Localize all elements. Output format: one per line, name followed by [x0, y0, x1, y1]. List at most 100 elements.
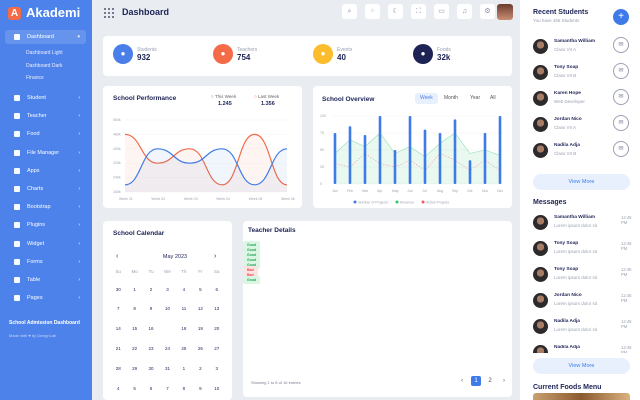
calendar-day[interactable]: 30 [115, 286, 121, 292]
calendar-day[interactable]: 21 [115, 346, 121, 352]
nav-dashboard-light[interactable]: Dashboard Light [26, 50, 63, 56]
nav-widget[interactable]: Widget › [0, 237, 92, 251]
bell-button[interactable]: ♫ [457, 4, 472, 19]
mail-button[interactable]: ✉ [613, 141, 629, 157]
message-item[interactable]: Nadila Adja 12:45 PM [533, 345, 633, 353]
calendar-day[interactable]: 15 [132, 326, 138, 332]
message-item[interactable]: Samantha William Lorem ipsum dolor sit 12:… [533, 215, 633, 235]
calendar-day-today[interactable]: 17 [159, 320, 175, 338]
nav-dashboard[interactable]: Dashboard ▾ [0, 30, 92, 44]
tab-year[interactable]: Year [470, 95, 481, 101]
table-row[interactable]: Good [243, 261, 512, 269]
calendar-day[interactable]: 12 [197, 306, 203, 312]
calendar-day[interactable]: 13 [214, 306, 220, 312]
calendar-day[interactable]: 31 [164, 366, 170, 372]
student-item[interactable]: Samantha William Class VII A ✉ [533, 37, 633, 59]
calendar-day[interactable]: 4 [116, 386, 120, 392]
nav-student[interactable]: Student › [0, 91, 92, 105]
calendar-day[interactable]: 3 [166, 286, 169, 292]
calendar-day[interactable]: 8 [133, 306, 136, 312]
next-page-button[interactable]: › [503, 378, 505, 384]
tab-month[interactable]: Month [444, 95, 458, 101]
calendar-day[interactable]: 10 [214, 386, 220, 392]
calendar-day[interactable]: 10 [164, 306, 170, 312]
tab-week[interactable]: Week [415, 93, 438, 104]
table-row[interactable]: Good [243, 256, 512, 264]
table-row[interactable]: Bad [243, 266, 512, 274]
calendar-day[interactable]: 25 [181, 346, 187, 352]
calendar-day[interactable]: 19 [197, 326, 203, 332]
calendar-day[interactable]: 7 [166, 386, 169, 392]
moon-button[interactable]: ☾ [388, 4, 403, 19]
calendar-day[interactable]: 4 [182, 286, 186, 292]
calendar-day[interactable]: 20 [214, 326, 220, 332]
nav-pages[interactable]: Pages › [0, 291, 92, 305]
nav-bootstrap[interactable]: Bootstrap › [0, 200, 92, 214]
message-item[interactable]: Tony Soap Lorem ipsum dolor sit 12:45 PM [533, 241, 633, 261]
mail-button[interactable]: ✉ [613, 63, 629, 79]
nav-file-manager[interactable]: File Manager › [0, 146, 92, 160]
calendar-day[interactable]: 22 [132, 346, 138, 352]
apps-button[interactable]: ⁘ [365, 4, 380, 19]
calendar-day[interactable]: 6 [149, 386, 153, 392]
messages-view-more-button[interactable]: View More [533, 358, 630, 374]
calendar-day[interactable]: 18 [181, 326, 187, 332]
user-avatar[interactable] [497, 4, 513, 20]
table-row[interactable]: Good [243, 276, 512, 284]
nav-plugins[interactable]: Plugins › [0, 218, 92, 232]
nav-forms[interactable]: Forms › [0, 255, 92, 269]
message-item[interactable]: Nadila Adja Lorem ipsum dolor sit 12:45 PM [533, 319, 633, 339]
student-item[interactable]: Tony Soap Class VII B ✉ [533, 63, 633, 85]
calendar-day[interactable]: 9 [149, 306, 153, 312]
tab-all[interactable]: All [490, 95, 496, 101]
nav-charts[interactable]: Charts › [0, 182, 92, 196]
fullscreen-button[interactable]: ⛶ [411, 4, 426, 19]
mail-button[interactable]: ✉ [613, 37, 629, 53]
nav-table[interactable]: Table › [0, 273, 92, 287]
student-item[interactable]: Karen Hope Web Developer ✉ [533, 89, 633, 111]
page-1-button[interactable]: 1 [471, 376, 481, 386]
table-row[interactable]: Good [243, 246, 512, 254]
nav-apps[interactable]: Apps › [0, 164, 92, 178]
student-item[interactable]: Jordan Nico Class VII A ✉ [533, 115, 633, 137]
nav-finance[interactable]: Finance [26, 75, 44, 81]
prev-page-button[interactable]: ‹ [461, 378, 463, 384]
table-row[interactable]: Bad [243, 271, 512, 279]
table-row[interactable]: Good [243, 241, 512, 249]
calendar-day[interactable]: 28 [115, 366, 121, 372]
calendar-day[interactable]: 30 [148, 366, 154, 372]
calendar-day[interactable]: 2 [199, 366, 202, 372]
page-2-button[interactable]: 2 [488, 378, 492, 384]
calendar-day[interactable]: 14 [115, 326, 121, 332]
calendar-day[interactable]: 9 [199, 386, 202, 392]
calendar-day[interactable]: 1 [133, 286, 136, 292]
calendar-day[interactable]: 1 [182, 366, 186, 372]
calendar-day[interactable]: 29 [132, 366, 138, 372]
prev-month-button[interactable]: ‹ [116, 253, 119, 260]
nav-food[interactable]: Food › [0, 127, 92, 141]
calendar-day[interactable]: 26 [197, 346, 203, 352]
calendar-day[interactable]: 2 [149, 286, 153, 292]
calendar-day[interactable]: 6 [215, 286, 219, 292]
next-month-button[interactable]: › [214, 253, 217, 260]
calendar-day[interactable]: 3 [215, 366, 219, 372]
table-row[interactable]: Good [243, 251, 512, 259]
chat-button[interactable]: ▭ [434, 4, 449, 19]
students-view-more-button[interactable]: View More [533, 174, 630, 190]
mail-button[interactable]: ✉ [613, 115, 629, 131]
menu-grid-icon[interactable] [104, 8, 114, 18]
message-item[interactable]: Jordan Nico Lorem ipsum dolor sit 12:45 PM [533, 293, 633, 313]
student-item[interactable]: Nadila Adja Class VII B ✉ [533, 141, 633, 163]
message-item[interactable]: Tony Soap Lorem ipsum dolor sit 12:45 PM [533, 267, 633, 287]
calendar-day[interactable]: 7 [116, 306, 120, 312]
mail-button[interactable]: ✉ [613, 89, 629, 105]
calendar-day[interactable]: 5 [199, 286, 202, 292]
calendar-day[interactable]: 27 [214, 346, 220, 352]
nav-dashboard-dark[interactable]: Dashboard Dark [26, 63, 63, 69]
calendar-day[interactable]: 11 [181, 306, 187, 312]
nav-teacher[interactable]: Teacher › [0, 109, 92, 123]
search-button[interactable]: ⌕ [342, 4, 357, 19]
calendar-day[interactable]: 16 [148, 326, 154, 332]
calendar-day[interactable]: 24 [164, 346, 170, 352]
calendar-day[interactable]: 8 [182, 386, 186, 392]
